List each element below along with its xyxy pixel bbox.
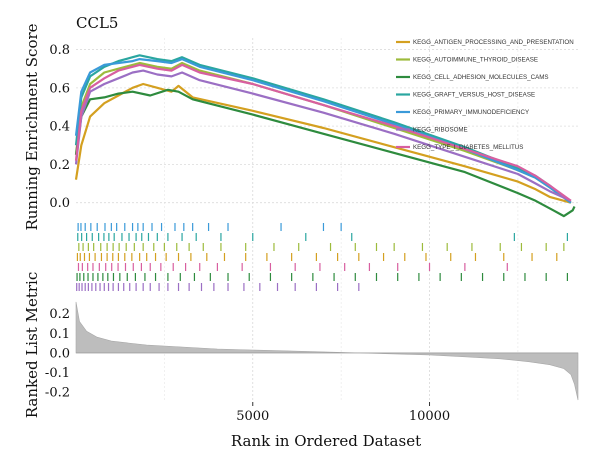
es-tick-label: 0.8 [49, 43, 70, 58]
metric-tick-label: 0.2 [49, 307, 70, 322]
es-line-series-4 [74, 58, 572, 204]
legend-label: KEGG_GRAFT_VERSUS_HOST_DISEASE [413, 92, 535, 99]
es-line-series-2 [74, 88, 576, 218]
legend-label: KEGG_CELL_ADHESION_MOLECULES_CAMS [413, 74, 549, 81]
x-axis-ticks: 5000 10000 [236, 402, 450, 424]
es-tick-label: 0.6 [49, 81, 70, 96]
metric-tick-label: 0.1 [49, 327, 70, 342]
metric-tick-label: -0.2 [45, 386, 70, 401]
metric-tick-label: -0.1 [45, 366, 70, 381]
es-line-series-5 [74, 69, 572, 202]
es-line-series-3 [74, 54, 572, 204]
enrichment-score-panel: 0.0 0.2 0.4 0.6 0.8 [49, 38, 578, 402]
hit-marks-panel [76, 223, 568, 291]
legend-label: KEGG_PRIMARY_IMMUNODEFICIENCY [413, 109, 529, 116]
es-axis-title: Running Enrichment Score [23, 23, 41, 230]
x-axis-title: Rank in Ordered Dataset [231, 432, 421, 450]
x-tick-label: 5000 [236, 409, 269, 424]
ranked-metric-area [75, 301, 579, 401]
es-line-series-6 [74, 63, 572, 202]
metric-tick-label: 0.0 [49, 346, 70, 361]
chart-title: CCL5 [76, 14, 118, 32]
legend: KEGG_ANTIGEN_PROCESSING_AND_PRESENTATION… [396, 39, 574, 151]
legend-label: KEGG_AUTOIMMUNE_THYROID_DISEASE [413, 57, 538, 64]
legend-label: KEGG_TYPE_I_DIABETES_MELLITUS [413, 144, 523, 151]
metric-axis-title: Ranked List Metric [23, 272, 41, 418]
es-tick-label: 0.2 [49, 158, 70, 173]
legend-label: KEGG_RIBOSOME [413, 127, 468, 134]
es-tick-label: 0.4 [49, 120, 70, 135]
es-line-series-0 [74, 82, 572, 204]
ranked-metric-panel: -0.2 -0.1 0.0 0.1 0.2 [45, 301, 579, 401]
es-tick-label: 0.0 [49, 196, 70, 211]
x-tick-label: 10000 [409, 409, 450, 424]
legend-label: KEGG_ANTIGEN_PROCESSING_AND_PRESENTATION [413, 39, 574, 46]
